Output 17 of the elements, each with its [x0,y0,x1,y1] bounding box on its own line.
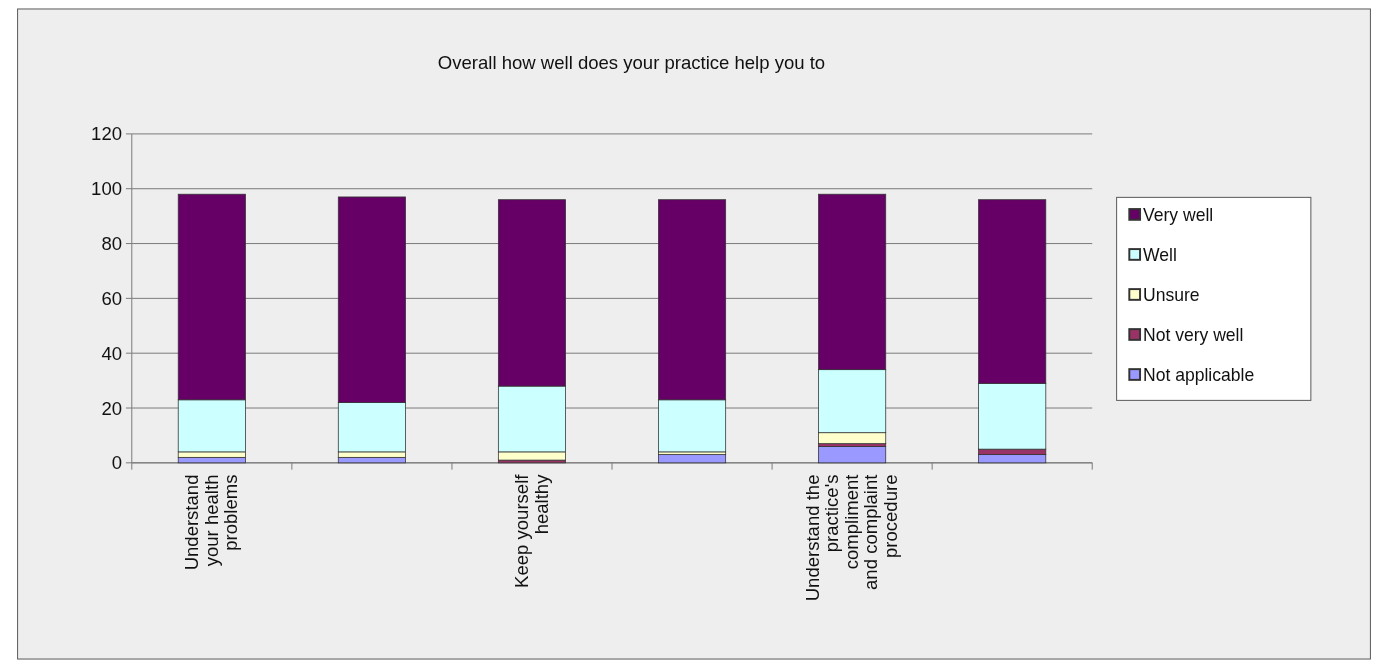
legend-label: Unsure [1142,285,1200,306]
x-tick-label: Keep yourself healthy [511,473,552,588]
y-tick-label: 40 [101,342,123,364]
legend-label: Not very well [1142,325,1244,346]
x-tick-label: Understand the practice's compliment and complaint procedure [801,473,902,602]
legend-label: Not applicable [1142,365,1255,386]
chart-title: Overall how well does your practice help you to [437,51,826,73]
y-tick-label: 0 [111,452,123,474]
y-tick-label: 100 [91,178,123,200]
bar [818,446,887,464]
y-tick-label: 20 [101,397,123,419]
legend-label: Very well [1142,205,1214,226]
legend-label: Well [1142,245,1177,266]
x-tick-label: Understand your health problems [181,474,242,571]
y-tick-label: 120 [91,123,123,145]
y-tick-label: 60 [101,287,123,309]
y-tick-label: 80 [101,233,123,255]
